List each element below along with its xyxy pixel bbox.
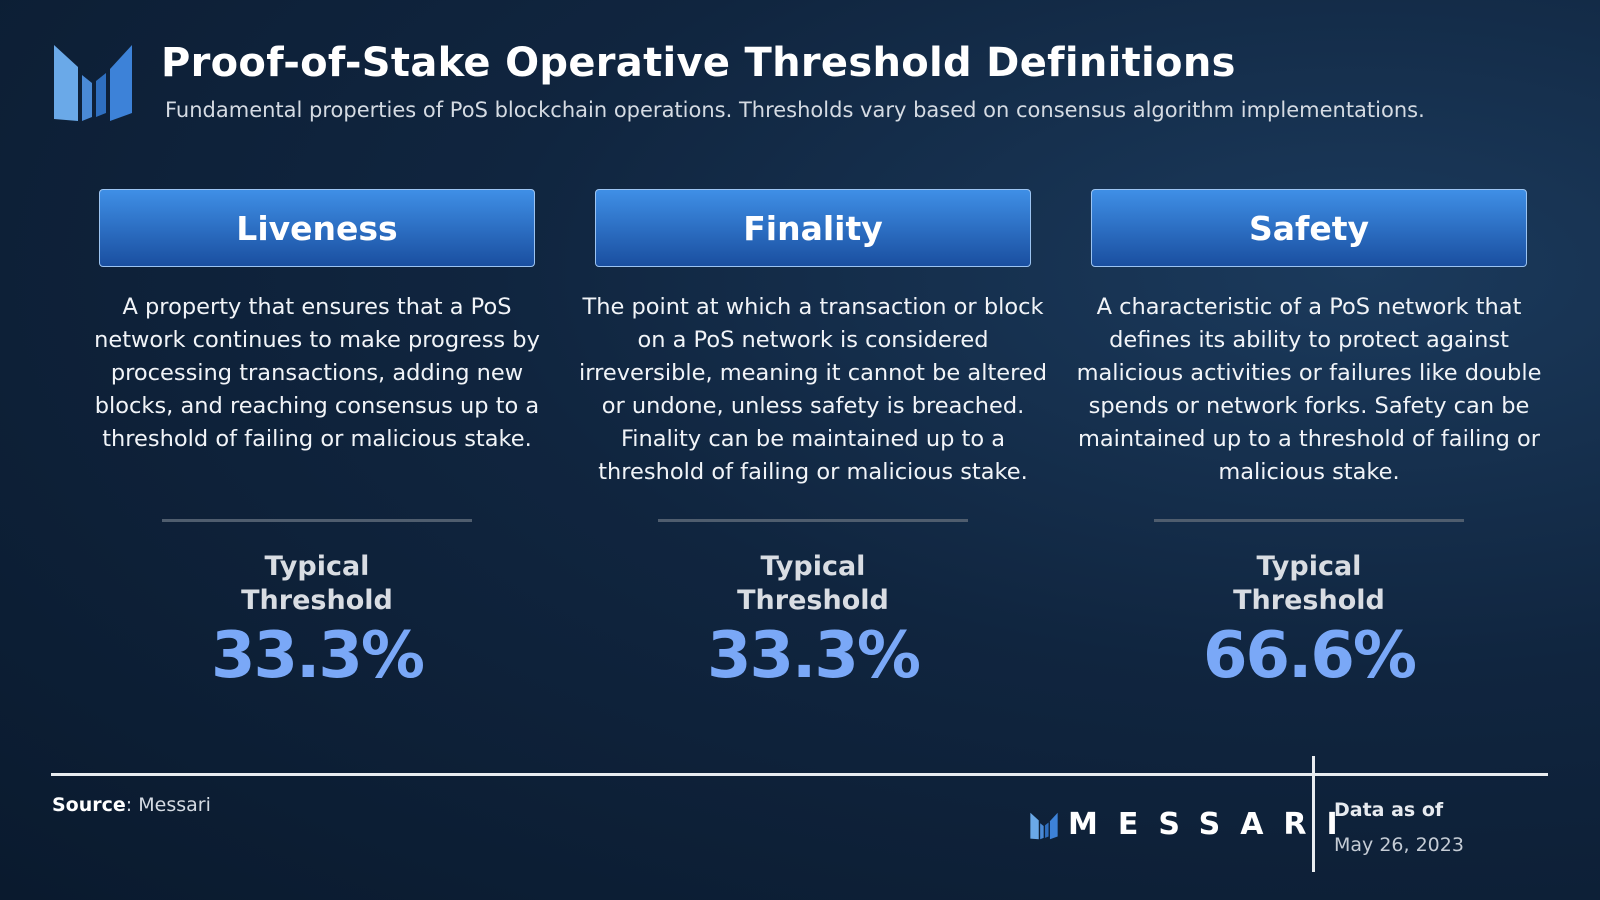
threshold-value: 66.6% <box>1202 619 1417 693</box>
card-description: A property that ensures that a PoS netwo… <box>94 294 540 452</box>
source-label: Source <box>52 794 126 816</box>
threshold-label: Typical Threshold <box>737 551 889 616</box>
card: Liveness A property that ensures that a P… <box>94 189 540 694</box>
source-text: : Messari <box>125 794 211 816</box>
threshold-label: Typical Threshold <box>241 551 393 616</box>
card-description: A characteristic of a PoS network that d… <box>1076 294 1542 485</box>
title: Proof-of-Stake Operative Threshold Defin… <box>161 40 1236 86</box>
threshold-value: 33.3% <box>706 619 921 693</box>
logo <box>54 45 132 121</box>
date-label: Data as of <box>1334 799 1444 821</box>
source: Source: Messari <box>52 794 211 816</box>
card-title: Finality <box>595 189 1031 267</box>
subtitle: Fundamental properties of PoS blockchain… <box>165 98 1425 122</box>
card-divider <box>1154 519 1464 522</box>
brand: MESSARI <box>1068 807 1358 842</box>
card-title: Liveness <box>99 189 535 267</box>
card-divider <box>658 519 968 522</box>
footer-divider <box>1312 756 1315 872</box>
brand-logo <box>1030 812 1058 840</box>
card-divider <box>162 519 472 522</box>
threshold-value: 33.3% <box>210 619 425 693</box>
card-title: Safety <box>1091 189 1527 267</box>
card: Safety A characteristic of a PoS network … <box>1077 189 1541 694</box>
footer-rule <box>51 773 1548 776</box>
card: Finality The point at which a transaction… <box>579 189 1047 694</box>
card-description: The point at which a transaction or bloc… <box>578 294 1048 485</box>
threshold-label: Typical Threshold <box>1233 551 1385 616</box>
date: May 26, 2023 <box>1334 834 1464 856</box>
